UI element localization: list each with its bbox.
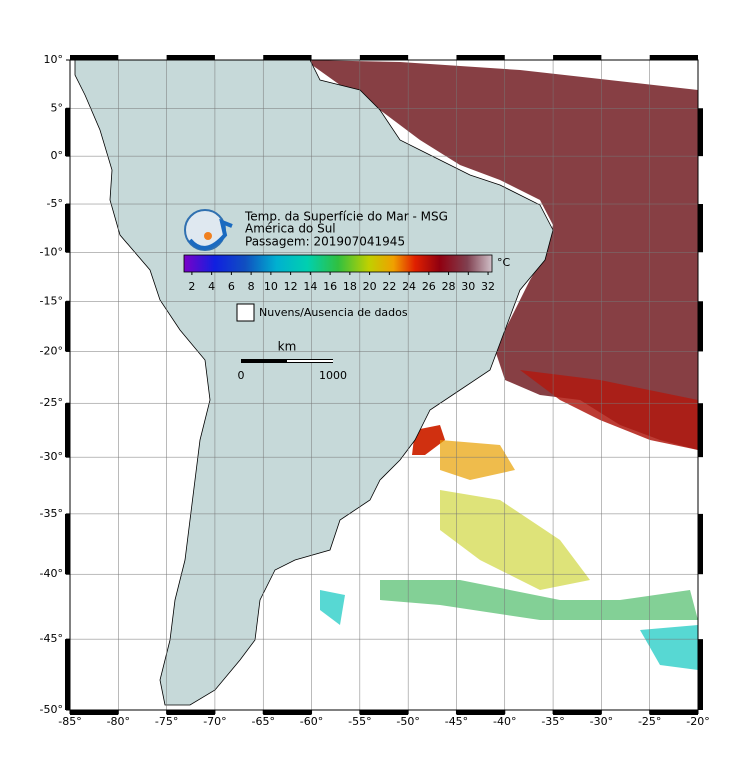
sst-warmer (520, 370, 698, 450)
frame-segment (65, 639, 70, 710)
frame-segment (698, 403, 703, 458)
sst-coast (412, 425, 445, 455)
frame-segment (698, 108, 703, 157)
x-tick-label: -80° (107, 715, 130, 728)
colorbar-tick-label: 28 (442, 280, 456, 293)
colorbar-tick-label: 14 (303, 280, 317, 293)
y-tick-label: -20° (40, 344, 63, 357)
map-area (70, 60, 698, 710)
frame-segment (263, 55, 312, 60)
frame-segment (70, 55, 119, 60)
frame-segment (649, 55, 698, 60)
frame-segment (698, 301, 703, 352)
x-tick-label: -25° (638, 715, 661, 728)
frame-segment (65, 403, 70, 458)
y-tick-label: -25° (40, 396, 63, 409)
x-tick-label: -40° (493, 715, 516, 728)
colorbar-tick-label: 10 (264, 280, 278, 293)
colorbar-tick-label: 30 (461, 280, 475, 293)
x-tick-label: -85° (58, 715, 81, 728)
frame-segment (65, 301, 70, 352)
scale-tick: 1000 (319, 369, 347, 382)
frame-segment (698, 513, 703, 575)
pass-time: Passagem: 201907041945 (245, 235, 405, 249)
y-tick-label: -50° (40, 703, 63, 716)
frame-segment (698, 204, 703, 253)
frame-segment (65, 513, 70, 575)
frame-segment (263, 710, 312, 715)
x-tick-label: -70° (203, 715, 226, 728)
colorbar-tick-label: 12 (284, 280, 298, 293)
scale-unit: km (278, 340, 297, 354)
x-tick-label: -60° (300, 715, 323, 728)
y-tick-label: -15° (40, 294, 63, 307)
colorbar-tick-label: 4 (208, 280, 215, 293)
frame-segment (65, 108, 70, 157)
y-tick-label: -45° (40, 632, 63, 645)
y-tick-label: -40° (40, 567, 63, 580)
colorbar-tick-label: 6 (228, 280, 235, 293)
frame-segment (649, 710, 698, 715)
logo (184, 209, 233, 251)
y-tick-label: -10° (40, 245, 63, 258)
x-tick-label: -35° (541, 715, 564, 728)
frame-segment (456, 710, 505, 715)
colorbar-tick-label: 20 (363, 280, 377, 293)
colorbar-tick-label: 32 (481, 280, 495, 293)
graticule (70, 60, 698, 710)
y-tick-label: 10° (44, 53, 64, 66)
colorbar-tick-label: 2 (188, 280, 195, 293)
subtitle: América do Sul (245, 222, 336, 236)
colorbar-tick-label: 22 (382, 280, 396, 293)
y-tick-label: 5° (51, 101, 64, 114)
sst-green (380, 580, 698, 620)
title: Temp. da Superfície do Mar - MSG (244, 210, 448, 224)
map-border (69, 59, 699, 711)
colorbar (183, 254, 493, 273)
frame-segment (456, 55, 505, 60)
x-tick-label: -30° (590, 715, 613, 728)
colorbar-tick-label: 8 (248, 280, 255, 293)
y-tick-label: -30° (40, 450, 63, 463)
x-tick-label: -45° (445, 715, 468, 728)
sst-cool (440, 490, 590, 590)
frame (65, 55, 703, 715)
x-tick-label: -20° (686, 715, 709, 728)
x-tick-label: -55° (348, 715, 371, 728)
scale-bar-segment (287, 360, 333, 362)
frame-segment (166, 55, 215, 60)
legend-swatch (236, 303, 255, 322)
frame-segment (166, 710, 215, 715)
frame-segment (698, 639, 703, 710)
x-tick-label: -65° (251, 715, 274, 728)
frame-segment (359, 55, 409, 60)
x-tick-label: -75° (155, 715, 178, 728)
colorbar-ticks: 2 4 6 8 10 12 14 16 18 20 22 24 26 28 30 32 (188, 272, 495, 293)
frame-segment (70, 710, 119, 715)
sst-cyan (320, 590, 698, 670)
legend-label: Nuvens/Ausencia de dados (259, 306, 408, 319)
sst-mid (440, 440, 515, 480)
colorbar-tick-label: 24 (402, 280, 416, 293)
colorbar-tick-label: 26 (422, 280, 436, 293)
colorbar-unit: °C (497, 256, 511, 269)
frame-segment (359, 710, 409, 715)
frame-segment (553, 710, 602, 715)
scale-tick: 0 (238, 369, 245, 382)
y-tick-label: -35° (40, 507, 63, 520)
frame-segment (65, 204, 70, 253)
colorbar-tick-label: 16 (323, 280, 337, 293)
sst-warm (305, 60, 698, 450)
y-tick-label: -5° (47, 197, 63, 210)
frame-segment (553, 55, 602, 60)
y-tick-label: 0° (51, 149, 64, 162)
colorbar-tick-label: 18 (343, 280, 357, 293)
x-tick-label: -50° (396, 715, 419, 728)
